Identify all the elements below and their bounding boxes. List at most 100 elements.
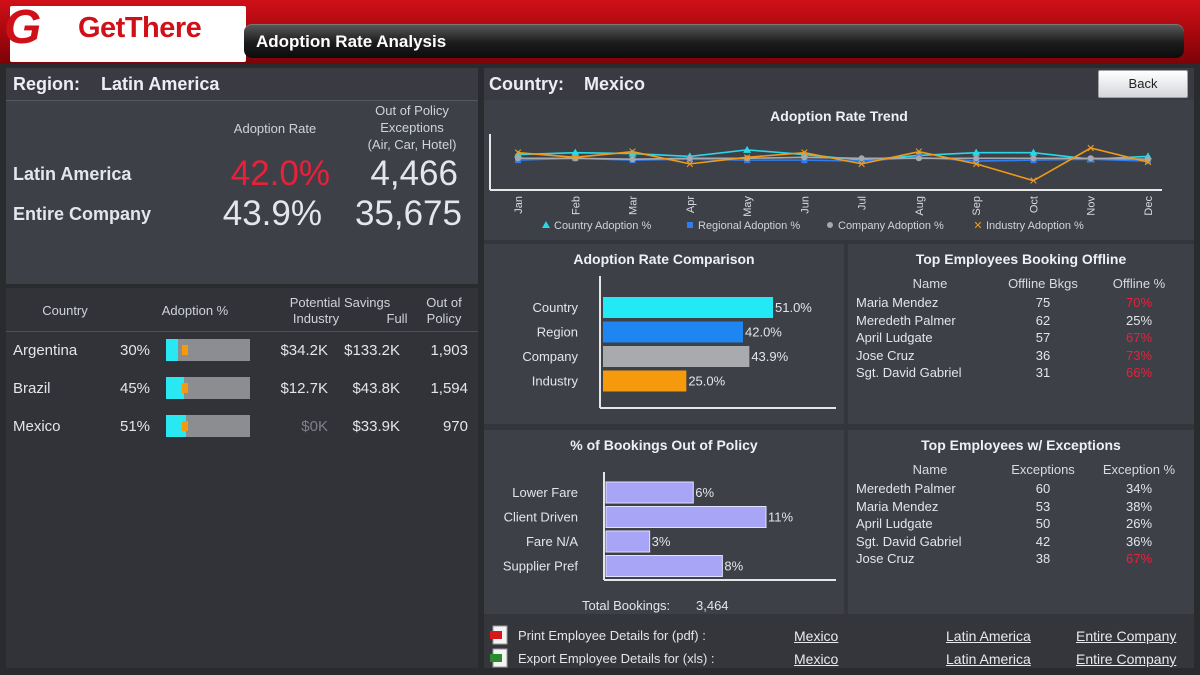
month-tick-label: May	[742, 196, 754, 217]
th-oop-l1: Out of	[426, 295, 462, 310]
legend-label: Company Adoption %	[838, 220, 944, 232]
employee-count: 62	[1035, 312, 1051, 328]
print-link-entire-company[interactable]: Entire Company	[1076, 628, 1177, 644]
trend-series-line	[517, 147, 1149, 182]
oop-bar	[605, 530, 651, 553]
comparison-category: Company	[522, 349, 578, 364]
adoption-bar-track	[166, 415, 250, 437]
region-label: Region:	[13, 74, 80, 94]
adoption-bar-fill	[166, 377, 184, 399]
comparison-bar	[603, 346, 750, 367]
trend-point	[858, 155, 865, 162]
employee-name: April Ludgate	[856, 516, 933, 531]
month-tick-label: Dec	[1143, 196, 1155, 216]
savings-industry: $34.2K	[280, 342, 328, 359]
country-value: Mexico	[584, 74, 646, 94]
oop-value-label: 6%	[695, 485, 714, 500]
comparison-category: Country	[532, 300, 578, 315]
export-label: Export Employee Details for (xls) :	[518, 651, 715, 666]
country-adoption: 51%	[120, 418, 151, 435]
legend-marker	[542, 221, 550, 228]
employee-pct: 67%	[1125, 551, 1153, 566]
employee-pct: 26%	[1125, 516, 1153, 531]
oop-value-label: 3%	[652, 534, 671, 549]
trend-point: ✕	[685, 159, 694, 171]
adoption-trend-chart: Jan Feb Mar Apr May Jun Jul Aug Sep Oct Nov Dec ✕ ✕ ✕ ✕…	[489, 134, 1162, 232]
trend-point	[1029, 148, 1038, 156]
row-latin-america-rate: 42.0%	[230, 154, 330, 193]
oop-bar	[605, 481, 694, 504]
country-oop: 1,903	[430, 342, 468, 359]
offline-title: Top Employees Booking Offline	[915, 251, 1127, 267]
oop-category: Supplier Pref	[503, 559, 579, 574]
employee-pct: 67%	[1125, 330, 1153, 345]
employee-pct: 34%	[1125, 481, 1153, 496]
trend-point: ✕	[742, 152, 751, 164]
col-adoption-rate: Adoption Rate	[233, 121, 317, 136]
th-savings: Potential Savings	[289, 295, 391, 310]
back-button[interactable]: Back	[1098, 70, 1188, 98]
oop-category: Lower Fare	[512, 485, 578, 500]
export-footer	[484, 618, 1194, 668]
trend-point: ✕	[513, 148, 522, 160]
trend-point: ✕	[1086, 143, 1095, 155]
table-header: Exceptions	[1011, 462, 1075, 477]
oop-bar	[605, 506, 767, 528]
oop-bar	[605, 555, 723, 577]
trend-point	[915, 155, 922, 162]
page-title: Adoption Rate Analysis	[256, 32, 447, 51]
print-link-mexico[interactable]: Mexico	[794, 628, 839, 644]
trend-point	[571, 148, 580, 156]
employee-count: 42	[1035, 533, 1051, 549]
industry-marker	[182, 421, 188, 431]
trend-point	[743, 145, 752, 153]
print-link-latin-america[interactable]: Latin America	[946, 628, 1031, 644]
savings-full: $33.9K	[352, 418, 400, 435]
comparison-title: Adoption Rate Comparison	[573, 251, 755, 267]
row-latin-america-name: Latin America	[13, 164, 132, 184]
trend-point	[628, 149, 637, 157]
employee-name: Jose Cruz	[856, 551, 915, 566]
trend-point	[515, 155, 521, 162]
employee-count: 60	[1035, 481, 1051, 496]
savings-industry: $12.7K	[280, 380, 328, 397]
divider	[6, 100, 478, 101]
th-oop-l2: Policy	[426, 311, 462, 326]
col-exceptions-l3: (Air, Car, Hotel)	[367, 137, 457, 152]
comparison-value-label: 51.0%	[775, 300, 812, 315]
employee-pct: 70%	[1125, 295, 1153, 310]
adoption-bar-fill	[166, 415, 186, 437]
logo-text: GetThere	[78, 12, 202, 44]
exceptions-panel	[848, 430, 1194, 614]
employee-name: Maria Mendez	[856, 498, 939, 514]
comparison-bar	[603, 321, 743, 343]
app-logo	[10, 6, 246, 62]
country-adoption: 45%	[120, 380, 151, 397]
oop-title: % of Bookings Out of Policy	[570, 437, 758, 453]
country-name: Mexico	[13, 418, 61, 435]
employee-name: Sgt. David Gabriel	[856, 365, 962, 380]
employee-name: Maria Mendez	[856, 295, 939, 310]
country-oop: 970	[442, 418, 468, 435]
print-label: Print Employee Details for (pdf) :	[518, 628, 706, 643]
employee-count: 50	[1035, 516, 1051, 531]
legend-marker	[687, 222, 693, 228]
employee-count: 31	[1035, 365, 1051, 380]
country-label: Country:	[489, 74, 564, 94]
trend-point: ✕	[972, 159, 981, 171]
month-tick-label: Jul	[857, 196, 869, 210]
comparison-category: Region	[537, 325, 578, 340]
trend-point	[686, 155, 693, 162]
savings-full: $43.8K	[352, 380, 400, 397]
adoption-comparison-chart: Country 51.0% Region 42.0% Company 43.9% Indus…	[522, 276, 836, 409]
trend-point: ✕	[857, 159, 866, 171]
table-header: Name	[912, 276, 948, 291]
employee-name: Sgt. David Gabriel	[856, 533, 962, 549]
trend-point	[801, 154, 808, 161]
export-link-entire-company[interactable]: Entire Company	[1076, 651, 1177, 667]
trend-point	[514, 150, 522, 158]
adoption-bar-track	[166, 339, 250, 361]
export-link-mexico[interactable]: Mexico	[794, 651, 839, 667]
export-link-latin-america[interactable]: Latin America	[946, 651, 1031, 667]
out-of-policy-chart: Lower Fare 6% Client Driven 11% Fare N/A 3% Su…	[503, 472, 836, 581]
